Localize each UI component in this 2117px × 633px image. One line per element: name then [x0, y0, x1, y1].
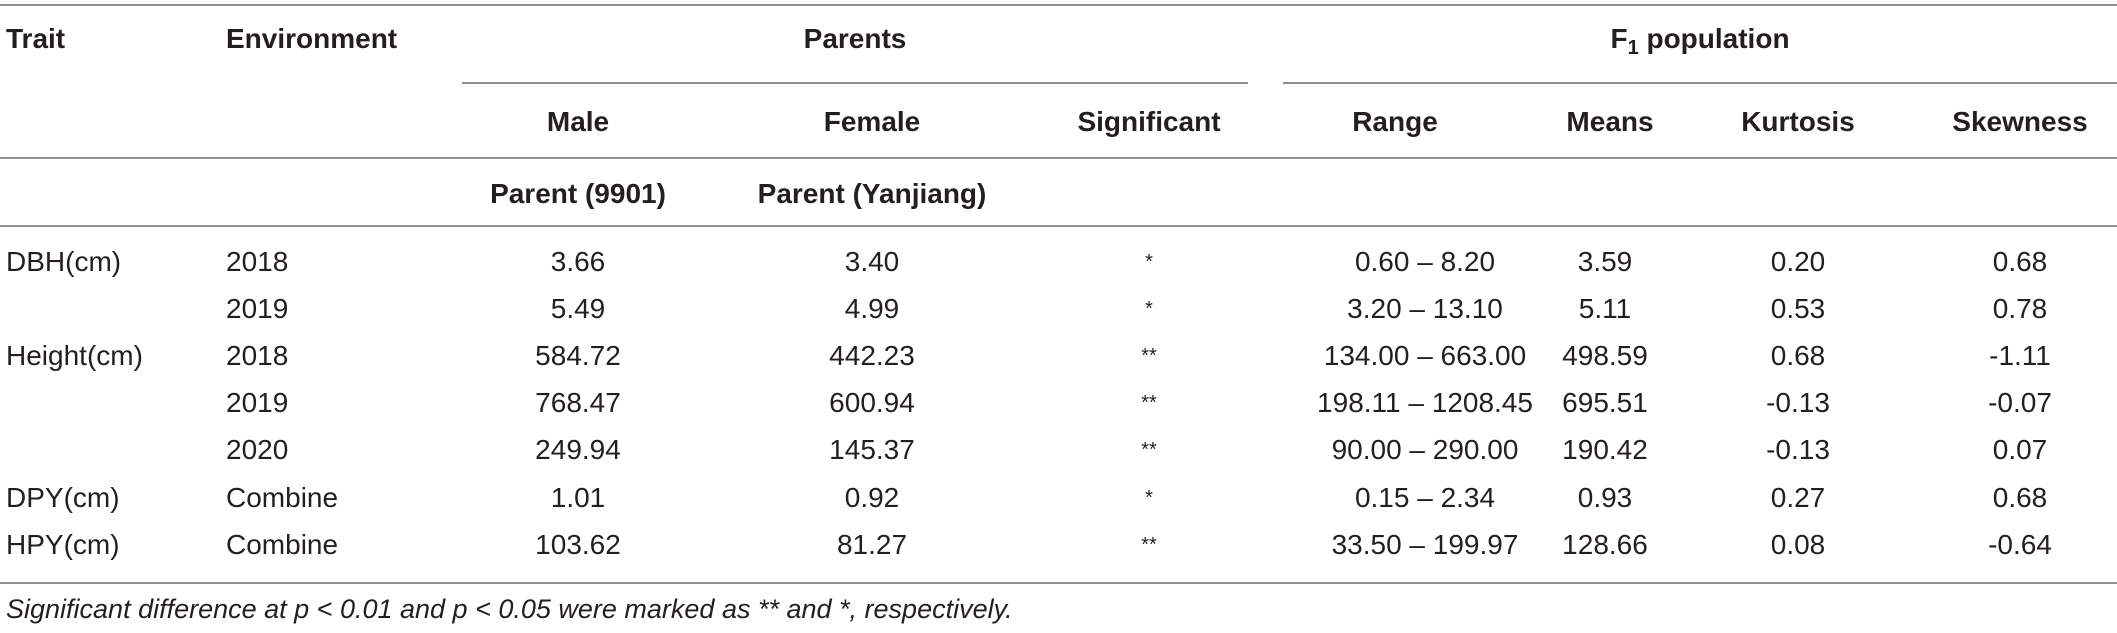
- cell-female: 442.23: [829, 340, 915, 371]
- cell-male: 3.66: [550, 246, 606, 277]
- cell-sig: **: [1141, 392, 1157, 414]
- cell-male: 768.47: [535, 387, 621, 418]
- cell-sig: *: [1145, 251, 1153, 273]
- cell-means: 695.51: [1562, 387, 1648, 418]
- cell-env: 2020: [226, 434, 289, 465]
- cell-female: 4.99: [844, 293, 900, 324]
- cell-env: 2018: [226, 340, 289, 371]
- cell-skew: 0.68: [1992, 246, 2048, 277]
- header-male: Male: [546, 106, 610, 137]
- cell-kurt: -0.13: [1766, 387, 1830, 418]
- header-means: Means: [1566, 106, 1654, 137]
- cell-range: 33.50 – 199.97: [1331, 529, 1519, 560]
- cell-kurt: 0.68: [1770, 340, 1826, 371]
- cell-env: 2018: [226, 246, 289, 277]
- cell-male: 1.01: [550, 482, 606, 513]
- cell-range: 3.20 – 13.10: [1347, 293, 1503, 324]
- cell-male: 103.62: [535, 529, 621, 560]
- cell-kurt: 0.53: [1770, 293, 1826, 324]
- cell-trait: Height(cm): [6, 340, 143, 371]
- cell-female: 145.37: [829, 434, 915, 465]
- f1-subscript: 1: [1627, 37, 1639, 59]
- header-skewness: Skewness: [1952, 106, 2088, 137]
- f1-rule: [1283, 82, 2117, 84]
- header-kurtosis: Kurtosis: [1741, 106, 1855, 137]
- cell-kurt: -0.13: [1766, 434, 1830, 465]
- header-trait: Trait: [6, 23, 66, 54]
- cell-trait: HPY(cm): [6, 529, 120, 560]
- cell-kurt: 0.27: [1770, 482, 1826, 513]
- header-f1-population: F1 population: [1610, 23, 1790, 59]
- cell-range: 90.00 – 290.00: [1331, 434, 1519, 465]
- cell-sig: **: [1141, 439, 1157, 461]
- table-top-rule: [0, 4, 2117, 6]
- cell-means: 128.66: [1562, 529, 1648, 560]
- cell-skew: -0.07: [1988, 387, 2052, 418]
- header-female-parent: Parent (Yanjiang): [757, 178, 987, 209]
- cell-trait: DPY(cm): [6, 482, 120, 513]
- cell-range: 0.15 – 2.34: [1354, 482, 1496, 513]
- cell-male: 584.72: [535, 340, 621, 371]
- cell-female: 600.94: [829, 387, 915, 418]
- header-bottom-rule: [0, 157, 2117, 159]
- header-female: Female: [823, 106, 921, 137]
- cell-means: 3.59: [1577, 246, 1633, 277]
- cell-skew: -1.11: [1989, 340, 2051, 371]
- cell-env: Combine: [226, 482, 339, 513]
- cell-means: 190.42: [1562, 434, 1648, 465]
- cell-kurt: 0.20: [1770, 246, 1826, 277]
- cell-male: 249.94: [535, 434, 621, 465]
- cell-sig: **: [1141, 534, 1157, 556]
- cell-range: 0.60 – 8.20: [1354, 246, 1496, 277]
- cell-sig: *: [1145, 298, 1153, 320]
- cell-sig: *: [1145, 487, 1153, 509]
- parents-rule: [462, 82, 1248, 84]
- cell-skew: -0.64: [1988, 529, 2052, 560]
- cell-env: 2019: [226, 387, 289, 418]
- body-top-rule: [0, 225, 2117, 227]
- cell-skew: 0.07: [1992, 434, 2048, 465]
- cell-sig: **: [1141, 345, 1157, 367]
- header-environment: Environment: [226, 23, 398, 54]
- cell-male: 5.49: [550, 293, 606, 324]
- cell-range: 198.11 – 1208.45: [1317, 387, 1533, 418]
- cell-env: Combine: [226, 529, 339, 560]
- cell-means: 0.93: [1577, 482, 1633, 513]
- cell-trait: DBH(cm): [6, 246, 122, 277]
- cell-skew: 0.68: [1992, 482, 2048, 513]
- cell-skew: 0.78: [1992, 293, 2048, 324]
- header-range: Range: [1352, 106, 1438, 137]
- table-footnote: Significant difference at p < 0.01 and p…: [6, 594, 1013, 624]
- header-male-parent: Parent (9901): [490, 178, 666, 209]
- cell-female: 0.92: [844, 482, 900, 513]
- cell-female: 3.40: [844, 246, 900, 277]
- header-parents: Parents: [803, 23, 907, 54]
- cell-female: 81.27: [836, 529, 908, 560]
- table-bottom-rule: [0, 582, 2117, 584]
- cell-env: 2019: [226, 293, 289, 324]
- cell-kurt: 0.08: [1770, 529, 1826, 560]
- cell-means: 5.11: [1578, 293, 1632, 324]
- header-significant: Significant: [1077, 106, 1221, 137]
- cell-range: 134.00 – 663.00: [1323, 340, 1527, 371]
- cell-means: 498.59: [1562, 340, 1648, 371]
